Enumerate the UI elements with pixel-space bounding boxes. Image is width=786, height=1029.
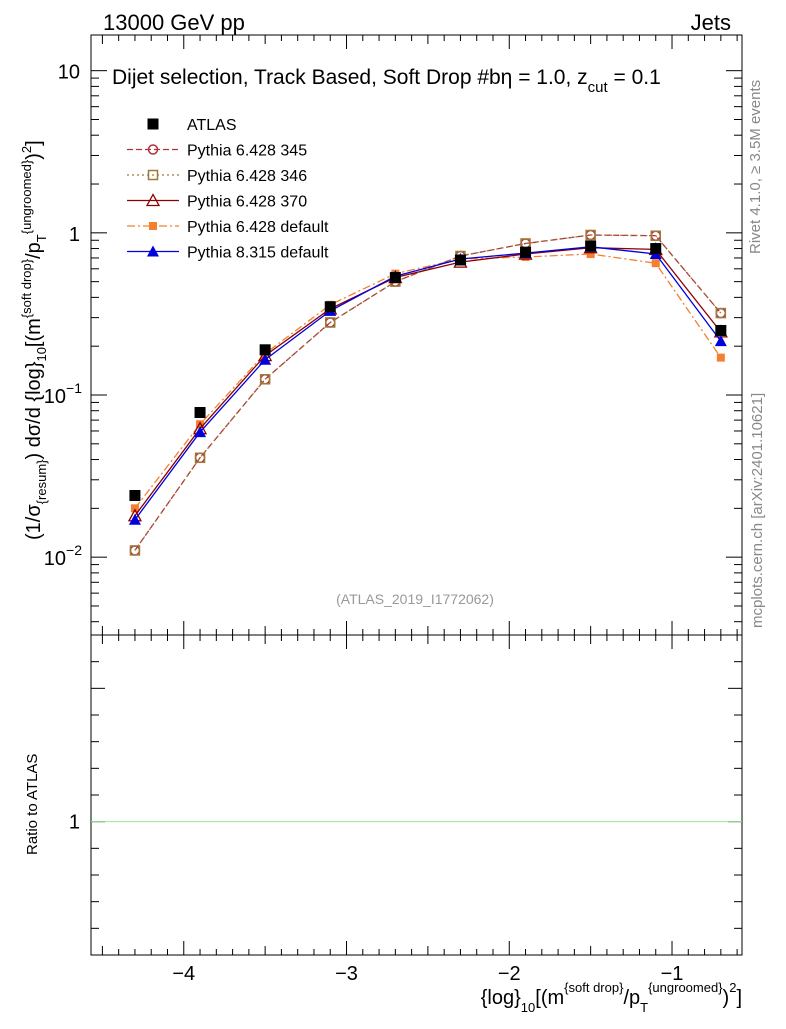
ratio-plot-frame: [90, 634, 743, 956]
legend-marker-p345: [147, 144, 159, 155]
data-point-p346: [259, 374, 271, 385]
legend-marker-p346: [147, 169, 159, 181]
data-point-p6def: [651, 259, 660, 268]
y-tick-label: 10−1: [44, 380, 82, 408]
legend-marker-p370: [145, 193, 161, 207]
data-point-p8: [259, 353, 272, 365]
data-point-atlas: [324, 301, 336, 313]
legend-label-p345: Pythia 6.428 345: [187, 143, 307, 160]
series-line-p8: [134, 246, 722, 521]
legend-marker-atlas: [147, 118, 159, 130]
legend-label-p346: Pythia 6.428 346: [187, 168, 307, 185]
header-right: Jets: [691, 10, 731, 35]
x-tick-label: −1: [661, 963, 684, 985]
x-tick-label: −2: [498, 963, 521, 985]
series-p6def: [130, 250, 725, 513]
x-tick-label: −4: [172, 963, 195, 985]
data-point-atlas: [129, 490, 141, 502]
series-p370: [127, 240, 728, 522]
rivet-label: Rivet 4.1.0, ≥ 3.5M events: [747, 80, 764, 254]
x-axis-label: {log}10[(m{soft drop}/pT{ungroomed})2]: [481, 980, 742, 1015]
series-p346: [129, 229, 727, 556]
series-line-p346: [134, 234, 722, 551]
data-point-atlas: [389, 272, 401, 284]
data-point-atlas: [585, 240, 597, 252]
data-point-p6def: [130, 504, 139, 513]
header-left: 13000 GeV pp: [103, 10, 245, 35]
y-tick-label: 10−2: [44, 542, 82, 570]
legend-label-atlas: ATLAS: [187, 117, 237, 134]
series-p345: [129, 229, 727, 556]
series-p8: [128, 240, 727, 525]
data-point-p346: [194, 452, 206, 464]
mcplots-label: mcplots.cern.ch [arXiv:2401.10621]: [749, 393, 766, 628]
data-point-atlas: [259, 344, 271, 356]
series-line-p6def: [134, 253, 722, 509]
series-line-p345: [134, 234, 722, 551]
data-point-p345: [129, 545, 141, 556]
data-point-atlas: [194, 406, 206, 418]
axes-ticks: [91, 35, 742, 955]
data-point-p345: [715, 307, 727, 319]
legend-marker-p8: [147, 245, 159, 257]
data-series: [127, 229, 728, 556]
data-point-p8: [714, 335, 727, 347]
analysis-watermark: (ATLAS_2019_I1772062): [336, 591, 494, 607]
plot-title: Dijet selection, Track Based, Soft Drop …: [112, 66, 661, 96]
series-atlas: [129, 240, 727, 502]
data-point-atlas: [650, 243, 662, 255]
data-point-p346: [715, 307, 727, 319]
data-point-p6def: [716, 353, 725, 362]
y-tick-label: 10: [58, 62, 80, 84]
data-point-atlas: [454, 254, 466, 266]
data-point-p8: [194, 426, 207, 438]
x-tick-label: −3: [335, 963, 358, 985]
data-point-p346: [585, 229, 596, 241]
data-point-p346: [129, 545, 141, 556]
data-point-atlas: [520, 246, 532, 258]
data-point-atlas: [715, 324, 727, 336]
data-point-p346: [324, 317, 336, 328]
legend-label-p370: Pythia 6.428 370: [187, 194, 307, 211]
y-axis-label-ratio: Ratio to ATLAS: [24, 754, 41, 855]
legend-label-p8: Pythia 8.315 default: [187, 245, 329, 262]
tick-labels: −4 −3 −2 −1 10 1 10−1 10−2 1: [44, 62, 684, 985]
legend-marker-p6def: [149, 222, 157, 230]
data-point-p6def: [586, 250, 595, 259]
legend: ATLAS Pythia 6.428 345 Pythia 6.428 346 Pyt…: [127, 117, 329, 262]
data-point-p6def: [196, 420, 205, 429]
y-axis-label-main: (1/σ{resum}) dσ/d {log}10[(m{soft drop}/…: [19, 140, 49, 540]
ratio-y-tick-label: 1: [69, 812, 80, 834]
y-tick-label: 1: [69, 224, 80, 246]
data-point-p8: [128, 513, 141, 525]
series-line-p370: [134, 247, 722, 517]
legend-label-p6def: Pythia 6.428 default: [187, 219, 329, 236]
data-point-p346: [650, 230, 661, 241]
